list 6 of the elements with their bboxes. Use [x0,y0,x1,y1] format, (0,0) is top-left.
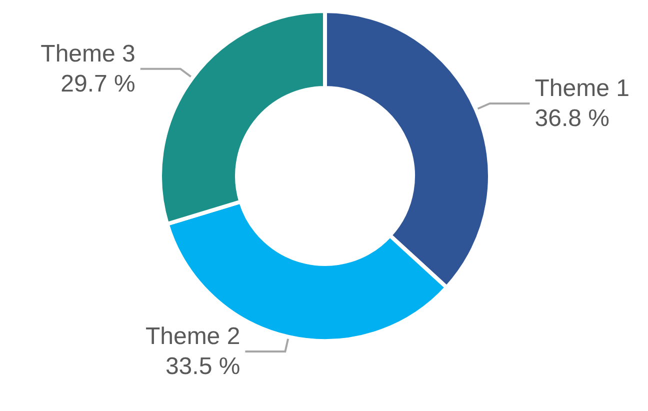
data-label: 33.5 % [165,353,240,380]
data-label: 29.7 % [60,70,136,98]
slice-label: Theme 2 [145,323,240,350]
slice-label: Theme 1 [534,74,630,102]
data-label: 36.8 % [534,104,610,132]
slice-label: Theme 3 [40,40,136,68]
